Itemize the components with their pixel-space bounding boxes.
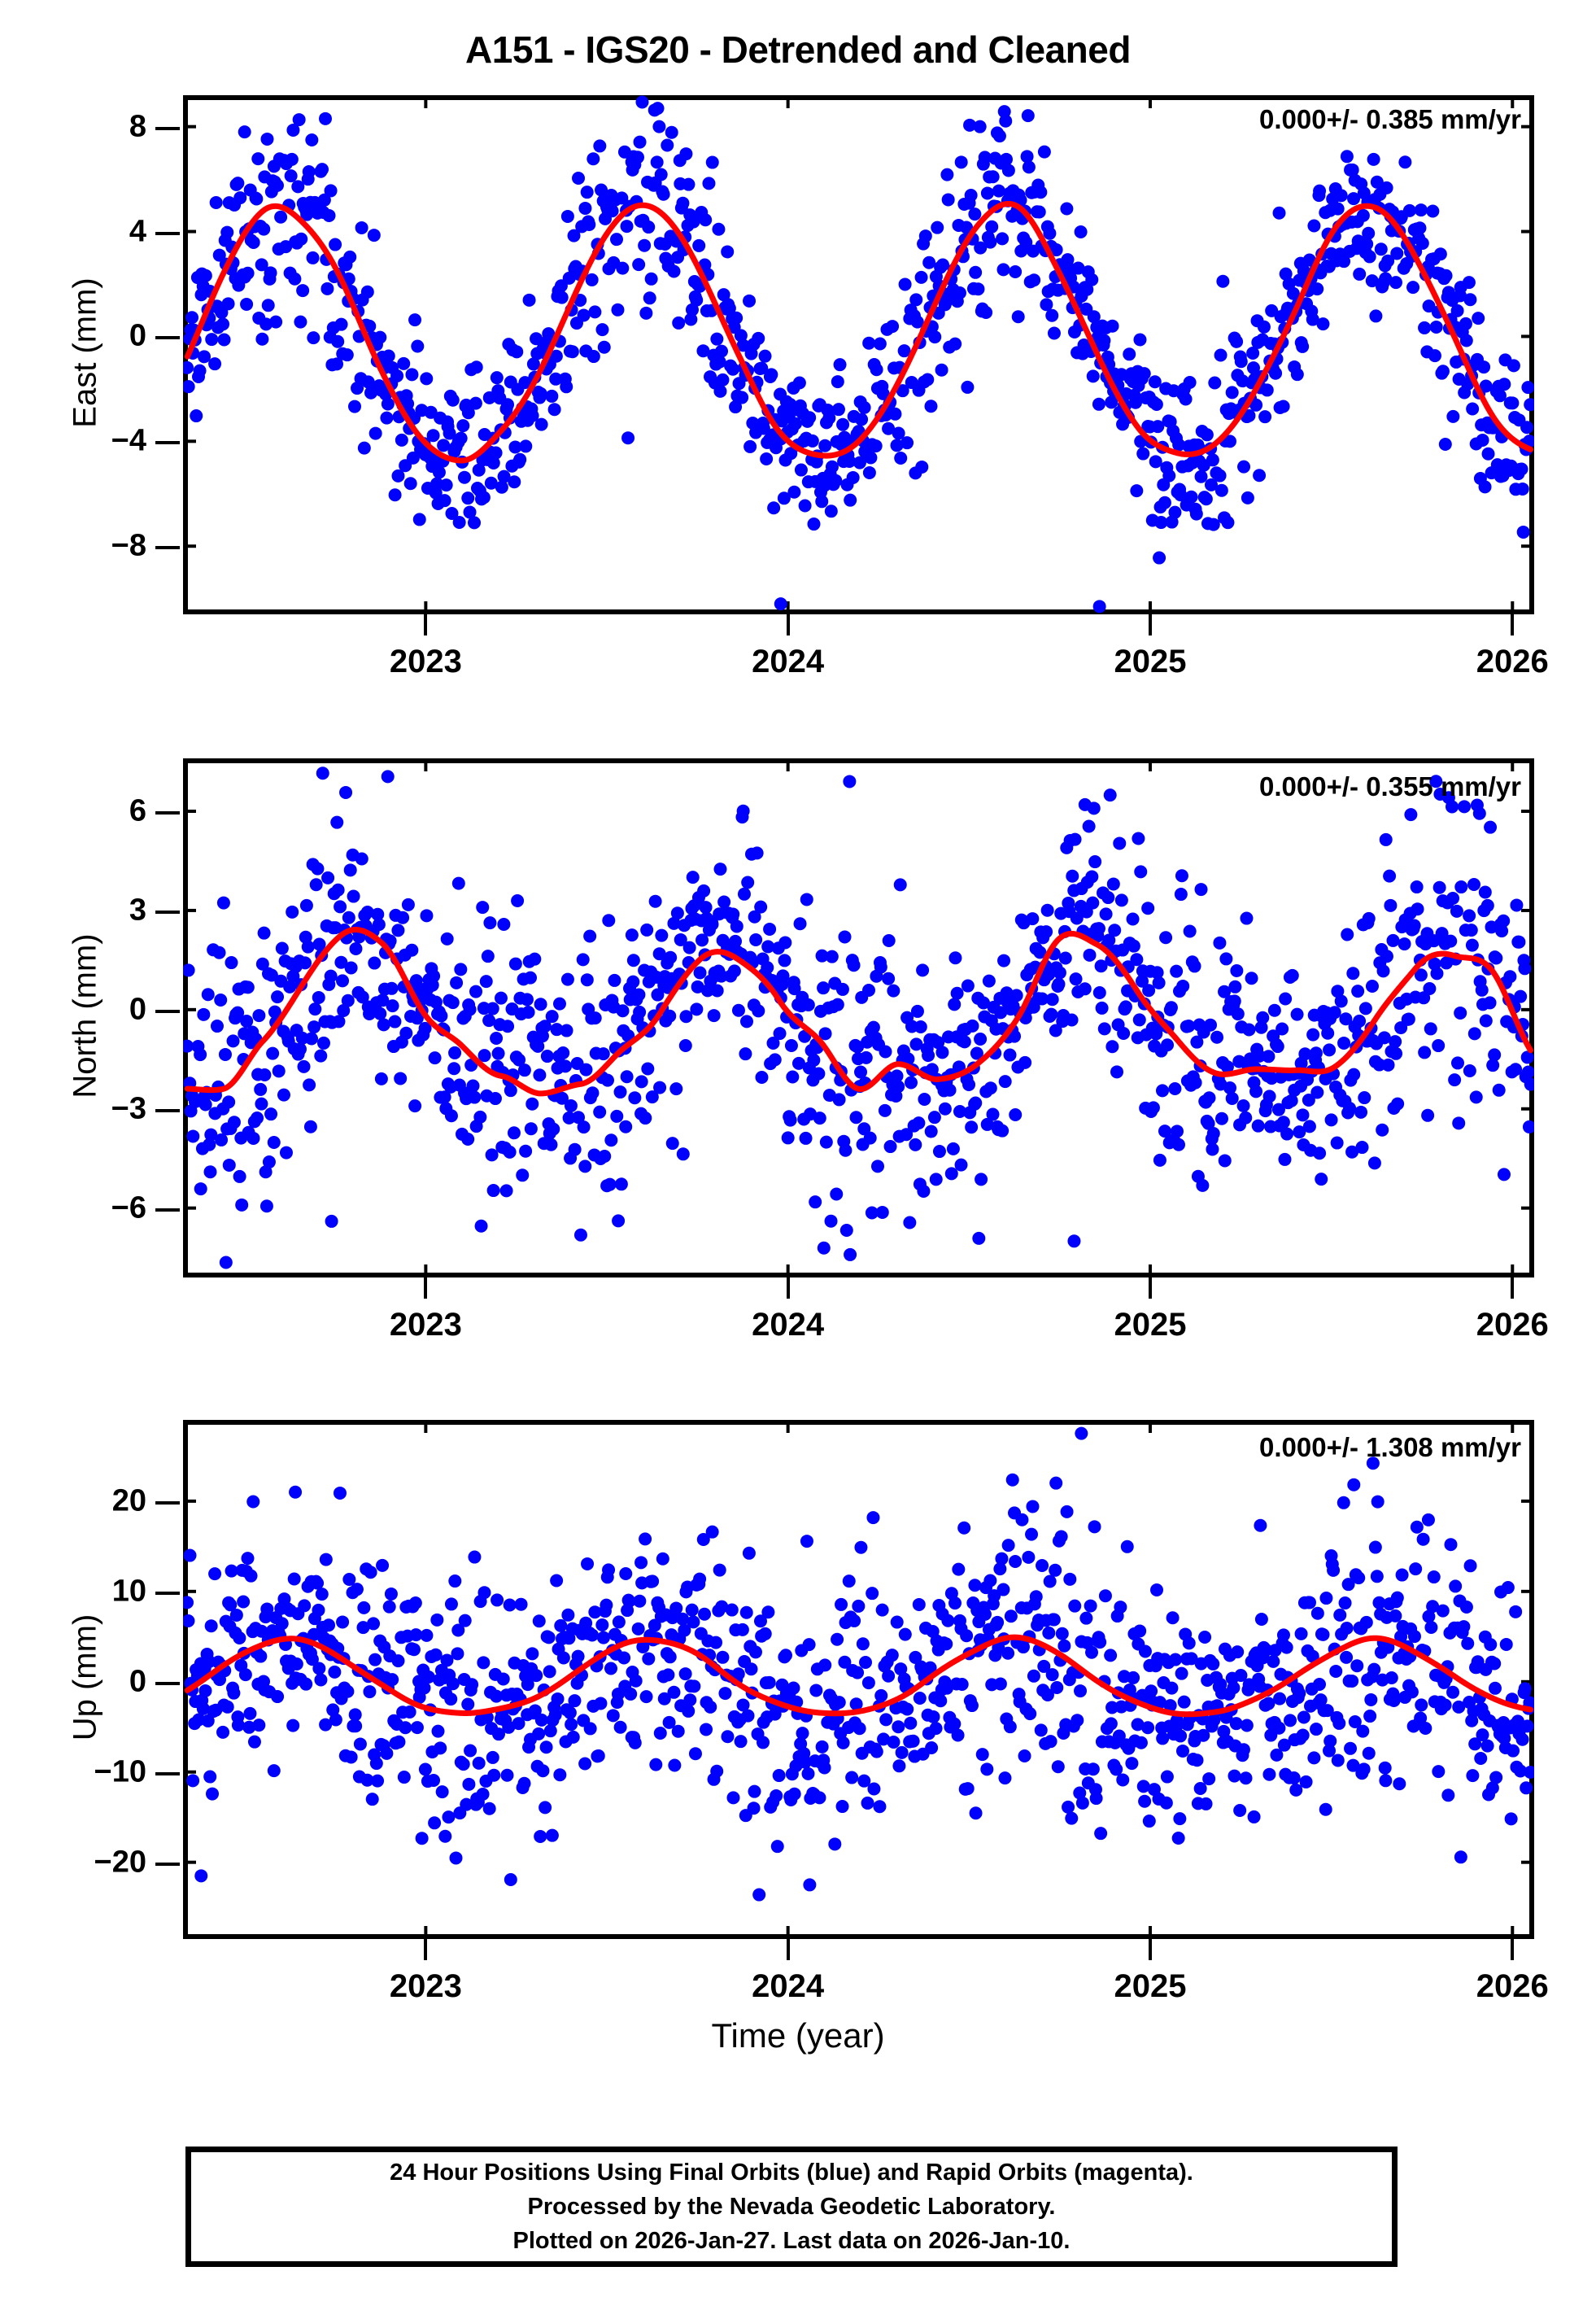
outlier-point <box>843 775 857 788</box>
panel-east <box>183 95 1534 614</box>
x-tick-mark <box>424 614 428 635</box>
panel-up-frame <box>183 1420 1534 1939</box>
outlier-point <box>238 125 251 139</box>
outlier-point <box>774 597 787 611</box>
y-tick-mark <box>155 441 180 445</box>
panel-east-plot-area <box>183 95 1534 614</box>
seasonal-fit-curve-east <box>184 200 1534 464</box>
y-tick-label: 0 <box>129 992 146 1027</box>
y-tick-mark <box>155 1208 180 1212</box>
y-tick-label: 3 <box>129 893 146 928</box>
x-tick-label: 2026 <box>1476 1968 1549 2004</box>
y-tick-label: 6 <box>129 793 146 828</box>
x-tick-mark <box>786 1939 790 1960</box>
y-tick-label: −10 <box>94 1754 146 1789</box>
y-tick-label: 10 <box>111 1574 146 1609</box>
y-tick-mark <box>155 1591 180 1595</box>
seasonal-fit-curve-up <box>184 1634 1534 1718</box>
x-tick-label: 2026 <box>1476 644 1549 679</box>
outlier-point <box>1078 797 1092 811</box>
x-tick-mark <box>1148 1277 1152 1299</box>
x-axis-label: Time (year) <box>711 2016 885 2055</box>
y-tick-mark <box>155 1108 180 1112</box>
panel-north <box>183 758 1534 1277</box>
y-tick-label: 4 <box>129 214 146 249</box>
x-tick-mark <box>424 1939 428 1960</box>
y-tick-mark <box>155 811 180 815</box>
tick-marks <box>183 1420 1534 1939</box>
y-tick-label: −8 <box>111 528 146 563</box>
y-tick-label: 8 <box>129 109 146 144</box>
scatter-series-east <box>183 95 1534 614</box>
x-tick-mark <box>1511 1939 1515 1960</box>
y-tick-mark <box>155 910 180 914</box>
outlier-point <box>1067 1234 1081 1248</box>
y-tick-mark <box>155 1681 180 1685</box>
y-tick-label: 20 <box>111 1483 146 1518</box>
x-tick-label: 2024 <box>752 1307 825 1343</box>
y-tick-mark <box>155 231 180 235</box>
panel-north-rate-annotation: 0.000+/- 0.355 mm/yr <box>1259 771 1521 801</box>
panel-up <box>183 1420 1534 1939</box>
outlier-point <box>1075 1426 1088 1440</box>
caption-line-1: 24 Hour Positions Using Final Orbits (bl… <box>390 2159 1193 2186</box>
y-tick-mark <box>155 546 180 550</box>
panel-up-plot-area <box>183 1420 1534 1939</box>
caption-box: 24 Hour Positions Using Final Orbits (bl… <box>185 2147 1398 2267</box>
outlier-point <box>1049 1476 1063 1490</box>
x-tick-label: 2026 <box>1476 1307 1549 1343</box>
x-tick-label: 2023 <box>389 644 462 679</box>
x-tick-mark <box>786 1277 790 1299</box>
x-tick-label: 2024 <box>752 1968 825 2004</box>
x-tick-label: 2025 <box>1114 1968 1187 2004</box>
x-tick-label: 2024 <box>752 644 825 679</box>
y-tick-label: 0 <box>129 1664 146 1699</box>
x-tick-label: 2025 <box>1114 1307 1187 1343</box>
y-tick-label: −4 <box>111 423 146 458</box>
panel-east-frame <box>183 95 1534 614</box>
panel-east-rate-annotation: 0.000+/- 0.385 mm/yr <box>1259 104 1521 134</box>
outlier-point <box>325 1214 338 1228</box>
x-tick-label: 2023 <box>389 1307 462 1343</box>
outlier-point <box>1092 600 1106 614</box>
x-tick-mark <box>424 1277 428 1299</box>
x-tick-mark <box>1511 614 1515 635</box>
outlier-point <box>973 120 987 133</box>
seasonal-fit-curve-north <box>184 927 1534 1097</box>
y-tick-mark <box>155 1500 180 1505</box>
y-tick-mark <box>155 126 180 130</box>
y-tick-label: −3 <box>111 1091 146 1126</box>
panel-north-plot-area <box>183 758 1534 1277</box>
y-tick-mark <box>155 1771 180 1775</box>
x-tick-mark <box>786 614 790 635</box>
scatter-series-north <box>183 766 1534 1269</box>
panel-up-rate-annotation: 0.000+/- 1.308 mm/yr <box>1259 1432 1521 1462</box>
page-title: A151 - IGS20 - Detrended and Cleaned <box>465 28 1131 71</box>
tick-marks <box>183 758 1534 1277</box>
x-tick-mark <box>1148 614 1152 635</box>
caption-line-2: Processed by the Nevada Geodetic Laborat… <box>527 2193 1056 2220</box>
tick-marks <box>183 95 1534 614</box>
scatter-series-up <box>183 1426 1534 1902</box>
y-tick-label: −6 <box>111 1190 146 1225</box>
outlier-point <box>803 1878 817 1892</box>
x-tick-label: 2023 <box>389 1968 462 2004</box>
y-tick-mark <box>155 1862 180 1866</box>
caption-line-3: Plotted on 2026-Jan-27. Last data on 202… <box>512 2228 1071 2255</box>
y-tick-label: −20 <box>94 1845 146 1880</box>
y-tick-mark <box>155 1009 180 1013</box>
outlier-point <box>289 1485 303 1499</box>
x-tick-mark <box>1148 1939 1152 1960</box>
x-tick-mark <box>1511 1277 1515 1299</box>
y-tick-mark <box>155 336 180 340</box>
y-tick-label: 0 <box>129 318 146 353</box>
x-tick-label: 2025 <box>1114 644 1187 679</box>
outlier-point <box>194 1869 208 1883</box>
